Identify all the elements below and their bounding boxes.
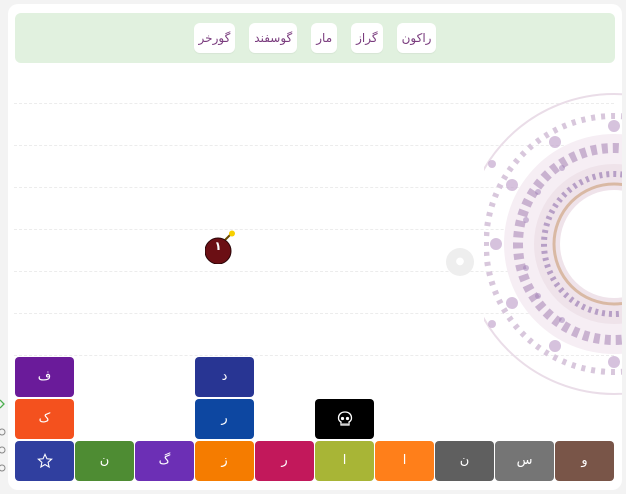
letter-tile[interactable]: ز xyxy=(195,441,254,481)
letter-tile[interactable]: گ xyxy=(135,441,194,481)
bomb-tile[interactable]: ۱ xyxy=(204,230,239,265)
letter-tile[interactable]: د xyxy=(195,357,254,397)
letter-tile[interactable]: ن xyxy=(435,441,494,481)
faded-marker-icon: ● xyxy=(446,248,474,276)
bomb-counter: ۱ xyxy=(214,239,222,253)
word-chip-boar: گراز xyxy=(351,23,383,53)
skull-tile[interactable] xyxy=(315,399,374,439)
word-chip-raccoon: راکون xyxy=(396,23,437,53)
grid-line xyxy=(14,271,614,272)
letter-tile[interactable]: ا xyxy=(315,441,374,481)
bomb-icon xyxy=(204,230,235,265)
star-tile[interactable] xyxy=(15,441,74,481)
letter-tile[interactable]: ر xyxy=(195,399,254,439)
grid-line xyxy=(14,355,614,356)
letter-tile[interactable]: ک xyxy=(15,399,74,439)
letter-tile[interactable]: ا xyxy=(375,441,434,481)
skull-icon xyxy=(337,410,352,426)
letter-tile[interactable]: ر xyxy=(255,441,314,481)
letter-tile[interactable]: ف xyxy=(15,357,74,397)
target-words-bar: راکون گراز مار گوسفند گورخر xyxy=(15,13,615,63)
letter-tile[interactable]: و xyxy=(555,441,614,481)
grid-line xyxy=(14,103,614,104)
letter-tile[interactable]: ن xyxy=(75,441,134,481)
star-icon xyxy=(36,452,53,468)
grid-line xyxy=(14,313,614,314)
grid-line xyxy=(14,145,614,146)
side-decoration-icon xyxy=(0,399,6,472)
word-chip-sheep: گوسفند xyxy=(249,23,298,53)
mandala-ornament-icon xyxy=(484,93,622,395)
letter-tile[interactable]: س xyxy=(495,441,554,481)
grid-line xyxy=(14,187,614,188)
grid-line xyxy=(14,229,614,230)
word-chip-zebra: گورخر xyxy=(193,23,236,53)
game-board: راکون گراز مار گوسفند گورخر xyxy=(8,4,622,490)
word-chip-snake: مار xyxy=(311,23,338,53)
